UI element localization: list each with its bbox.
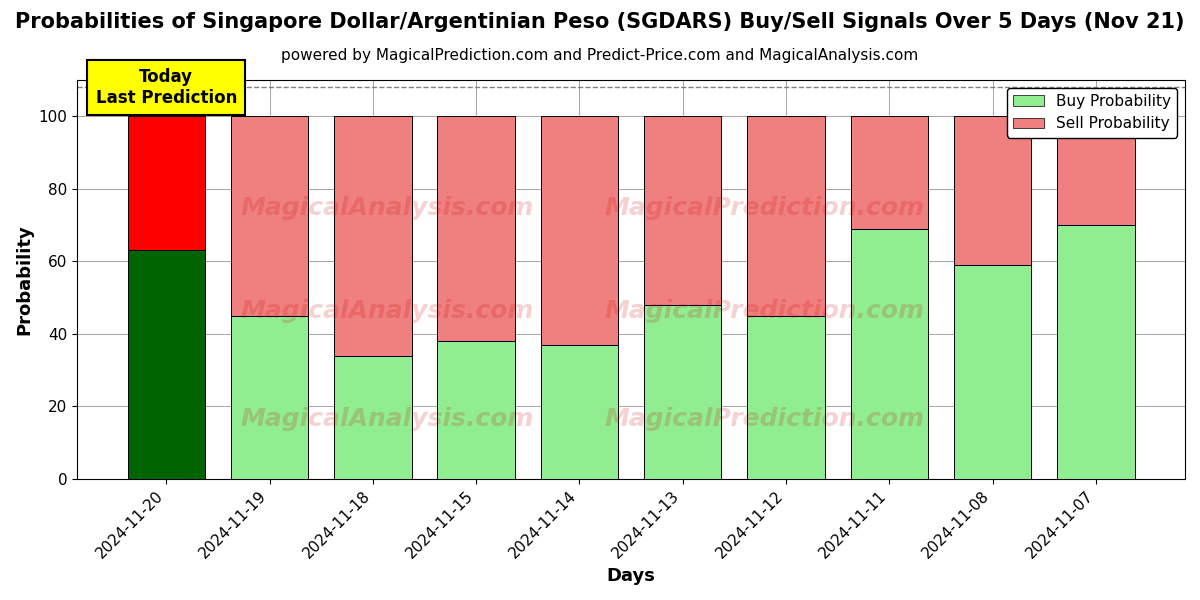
- Bar: [437, 116, 515, 341]
- Bar: [954, 116, 1031, 265]
- Bar: [437, 341, 515, 479]
- Bar: [541, 116, 618, 344]
- Bar: [334, 356, 412, 479]
- Bar: [541, 344, 618, 479]
- Bar: [127, 250, 205, 479]
- Bar: [230, 316, 308, 479]
- Text: Today
Last Prediction: Today Last Prediction: [96, 68, 236, 107]
- Bar: [334, 116, 412, 356]
- Bar: [230, 116, 308, 316]
- X-axis label: Days: Days: [607, 567, 655, 585]
- Bar: [644, 116, 721, 305]
- Bar: [644, 305, 721, 479]
- Text: MagicalPrediction.com: MagicalPrediction.com: [604, 299, 924, 323]
- Text: MagicalAnalysis.com: MagicalAnalysis.com: [241, 196, 534, 220]
- Text: MagicalPrediction.com: MagicalPrediction.com: [604, 196, 924, 220]
- Y-axis label: Probability: Probability: [14, 224, 32, 335]
- Bar: [851, 229, 928, 479]
- Text: Probabilities of Singapore Dollar/Argentinian Peso (SGDARS) Buy/Sell Signals Ove: Probabilities of Singapore Dollar/Argent…: [16, 12, 1184, 32]
- Bar: [954, 265, 1031, 479]
- Text: MagicalPrediction.com: MagicalPrediction.com: [604, 407, 924, 431]
- Legend: Buy Probability, Sell Probability: Buy Probability, Sell Probability: [1007, 88, 1177, 137]
- Bar: [748, 116, 824, 316]
- Bar: [127, 116, 205, 250]
- Text: powered by MagicalPrediction.com and Predict-Price.com and MagicalAnalysis.com: powered by MagicalPrediction.com and Pre…: [281, 48, 919, 63]
- Text: MagicalAnalysis.com: MagicalAnalysis.com: [241, 407, 534, 431]
- Text: MagicalAnalysis.com: MagicalAnalysis.com: [241, 299, 534, 323]
- Bar: [1057, 116, 1135, 225]
- Bar: [1057, 225, 1135, 479]
- Bar: [851, 116, 928, 229]
- Bar: [748, 316, 824, 479]
